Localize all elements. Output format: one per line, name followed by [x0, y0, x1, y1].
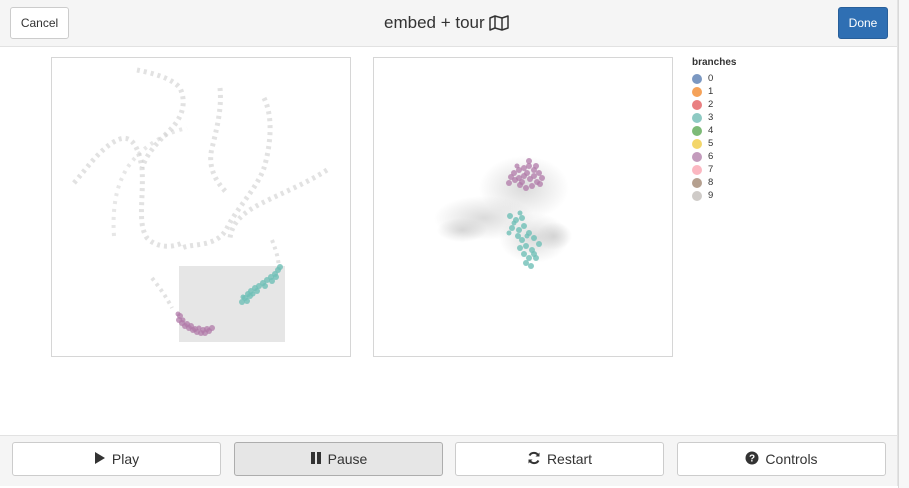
legend-swatch: [692, 151, 702, 162]
legend-swatch: [692, 112, 702, 123]
legend-item: 8: [692, 176, 736, 189]
tour-plot[interactable]: [373, 57, 673, 357]
play-icon: [94, 451, 108, 468]
restart-button[interactable]: Restart: [455, 442, 664, 476]
tour-scatter: [434, 156, 572, 269]
legend-item: 9: [692, 189, 736, 202]
legend-item: 0: [692, 72, 736, 85]
legend-item: 3: [692, 111, 736, 124]
legend-swatch: [692, 190, 702, 201]
controls-label: Controls: [765, 451, 818, 467]
embedding-plot[interactable]: [51, 57, 351, 357]
legend-item: 6: [692, 150, 736, 163]
legend-swatch: [692, 125, 702, 136]
legend-swatch: [692, 99, 702, 110]
legend-swatch: [692, 138, 702, 149]
legend-label: 7: [708, 164, 714, 175]
legend-swatch: [692, 177, 702, 188]
legend-title: branches: [692, 57, 737, 68]
legend-item: 5: [692, 137, 736, 150]
legend-item: 7: [692, 163, 736, 176]
map-icon: [488, 15, 509, 31]
svg-text:?: ?: [749, 453, 755, 464]
cluster-purple-tour: [506, 158, 545, 191]
legend-item: 2: [692, 98, 736, 111]
play-button[interactable]: Play: [12, 442, 221, 476]
cluster-teal: [239, 264, 283, 305]
legend-swatch: [692, 86, 702, 97]
header-bar: Cancel embed + tour Done: [0, 0, 897, 47]
legend-label: 1: [708, 86, 714, 97]
title-text: embed + tour: [384, 13, 485, 32]
legend-item: 4: [692, 124, 736, 137]
legend: branches 0 1 2 3 4 5 6 7 8 9: [692, 57, 736, 202]
legend-swatch: [692, 164, 702, 175]
legend-label: 4: [708, 125, 714, 136]
embedding-scatter: [72, 67, 329, 336]
legend-label: 6: [708, 151, 714, 162]
done-button[interactable]: Done: [838, 7, 888, 39]
legend-label: 0: [708, 73, 714, 84]
legend-label: 3: [708, 112, 714, 123]
pause-button[interactable]: Pause: [234, 442, 443, 476]
pause-icon: [310, 451, 324, 468]
controls-button[interactable]: ? Controls: [677, 442, 886, 476]
legend-item: 1: [692, 85, 736, 98]
background-branches: [72, 67, 329, 309]
cluster-teal-tour: [506, 210, 542, 269]
play-label: Play: [111, 451, 140, 467]
background-cloud: [434, 156, 572, 263]
restart-label: Restart: [546, 451, 593, 467]
cluster-purple: [175, 311, 215, 336]
refresh-icon: [527, 451, 543, 468]
cancel-button[interactable]: Cancel: [10, 7, 69, 39]
legend-swatch: [692, 73, 702, 84]
window-edge: [898, 0, 909, 488]
legend-label: 8: [708, 177, 714, 188]
question-circle-icon: ?: [745, 451, 761, 468]
legend-items: 0 1 2 3 4 5 6 7 8 9: [692, 72, 736, 202]
page-title: embed + tour: [384, 13, 509, 33]
legend-label: 9: [708, 190, 714, 201]
legend-label: 5: [708, 138, 714, 149]
legend-label: 2: [708, 99, 714, 110]
pause-label: Pause: [327, 451, 368, 467]
